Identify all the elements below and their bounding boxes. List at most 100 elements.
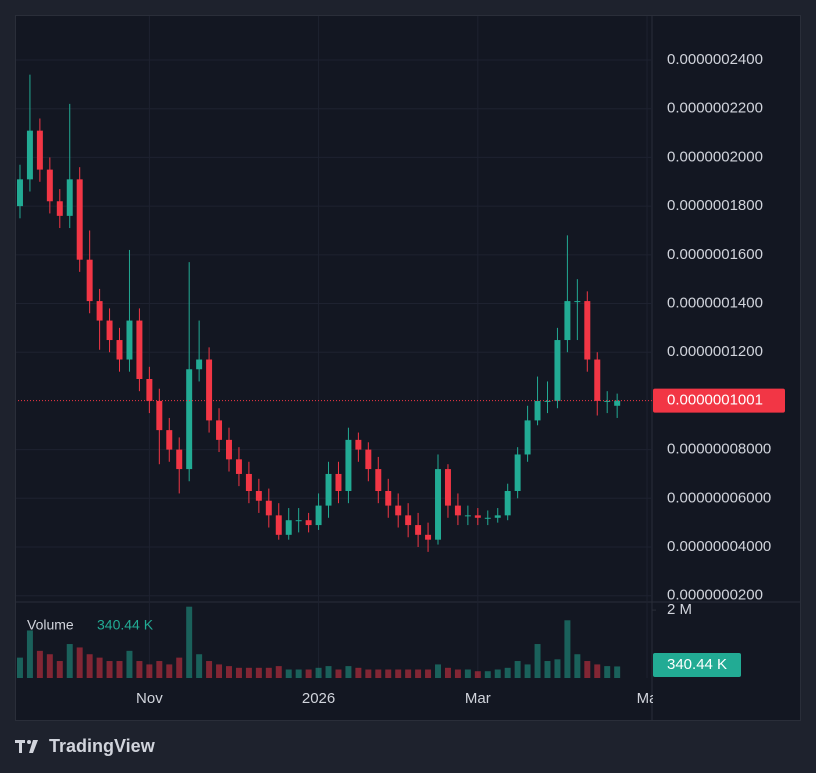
candle-body [554, 340, 561, 401]
candle-body [544, 400, 551, 402]
volume-bar [564, 620, 571, 678]
volume-legend-value: 340.44 K [97, 617, 154, 633]
y-tick-label: 0.00000006000 [667, 489, 771, 506]
volume-bar [345, 666, 352, 678]
volume-bar [36, 650, 43, 678]
volume-bar [166, 664, 173, 678]
volume-badge [653, 653, 741, 677]
candle-body [325, 473, 332, 506]
volume-bar [395, 669, 402, 678]
volume-bar [96, 657, 103, 678]
volume-bar [574, 654, 581, 678]
y-tick-label: 0.0000001200 [667, 343, 763, 360]
volume-bar [156, 661, 163, 678]
volume-bar [305, 669, 312, 678]
volume-bar [206, 661, 213, 678]
last-price-badge [653, 388, 785, 413]
candle-body [226, 439, 232, 460]
candle-body [116, 340, 123, 360]
candle-body [26, 130, 33, 180]
y-tick-label: 0.00000004000 [667, 538, 771, 555]
volume-bar [196, 654, 203, 678]
candle-body [285, 520, 292, 535]
volume-bar [216, 664, 223, 678]
candle-body [295, 520, 302, 522]
candle-body [335, 473, 342, 491]
brand: TradingView [49, 736, 156, 756]
y-tick-label: 0.0000001600 [667, 246, 763, 263]
volume-bar [544, 661, 551, 678]
candle-body [474, 515, 481, 518]
volume-bar [315, 667, 322, 678]
candle-body [484, 517, 491, 519]
x-tick-label: Ma [637, 690, 658, 707]
candle-body [66, 179, 73, 216]
candle-body [395, 505, 402, 516]
volume-bar [614, 666, 621, 678]
volume-bar [106, 661, 113, 678]
candle-body [315, 505, 322, 526]
candle-body [146, 378, 153, 401]
volume-bar [425, 669, 432, 678]
volume-badge-label: 340.44 K [667, 656, 727, 673]
volume-bar [405, 669, 412, 678]
time-axis: Nov 2026 Mar Ma [136, 690, 658, 707]
candle-body [16, 179, 23, 207]
candle-body [36, 130, 43, 170]
volume-bar [76, 647, 83, 678]
candle-body [514, 454, 521, 491]
candle-body [245, 473, 252, 491]
candle-body [574, 301, 581, 303]
volume-bar [265, 667, 272, 678]
volume-tick-label: 2 M [667, 601, 692, 618]
volume-bar [385, 669, 392, 678]
candle-body [435, 469, 441, 540]
candle-body [255, 490, 262, 501]
volume-bar [554, 659, 561, 678]
x-tick-label: Nov [136, 690, 163, 707]
volume-bar [46, 654, 53, 678]
candle-body [415, 525, 422, 535]
candle-body [425, 534, 432, 540]
volume-bar [275, 666, 282, 678]
volume-bar [255, 667, 262, 678]
volume-bar [56, 661, 63, 678]
volume-bar [464, 669, 471, 678]
candle-body [265, 500, 272, 516]
volume-legend: Volume [27, 617, 74, 633]
volume-bar [335, 669, 342, 678]
candle-body [604, 400, 611, 402]
volume-bar [235, 667, 242, 678]
y-tick-label: 0.0000000200 [667, 587, 763, 604]
candle-body [345, 439, 352, 491]
y-tick-label: 0.0000001800 [667, 197, 763, 214]
volume-bar [484, 671, 491, 678]
candle-body [444, 469, 451, 506]
candle-body [166, 430, 173, 450]
last-price-label: 0.0000001001 [667, 392, 763, 409]
volume-bar [146, 664, 153, 678]
x-tick-label: Mar [465, 690, 491, 707]
candle-body [614, 400, 621, 406]
candle-body [564, 301, 571, 341]
candle-body [375, 469, 382, 491]
volume-bar [534, 644, 541, 678]
volume-bar [365, 669, 372, 678]
candle-body [594, 359, 601, 401]
candle-body [46, 169, 53, 202]
volume-bar [176, 657, 183, 678]
plot [16, 74, 652, 678]
candle-body [126, 320, 133, 360]
candle-body [355, 439, 362, 450]
candle-body [86, 259, 93, 302]
volume-bar [375, 669, 382, 678]
chart-panel [15, 15, 801, 721]
volume-bar [524, 664, 531, 678]
volume-bar [186, 606, 193, 678]
volume-bar [126, 650, 133, 678]
candle-body [385, 490, 392, 506]
candle-body [275, 515, 282, 535]
volume-bar [116, 661, 123, 678]
volume-bar [325, 666, 332, 678]
volume-bar [594, 664, 601, 678]
